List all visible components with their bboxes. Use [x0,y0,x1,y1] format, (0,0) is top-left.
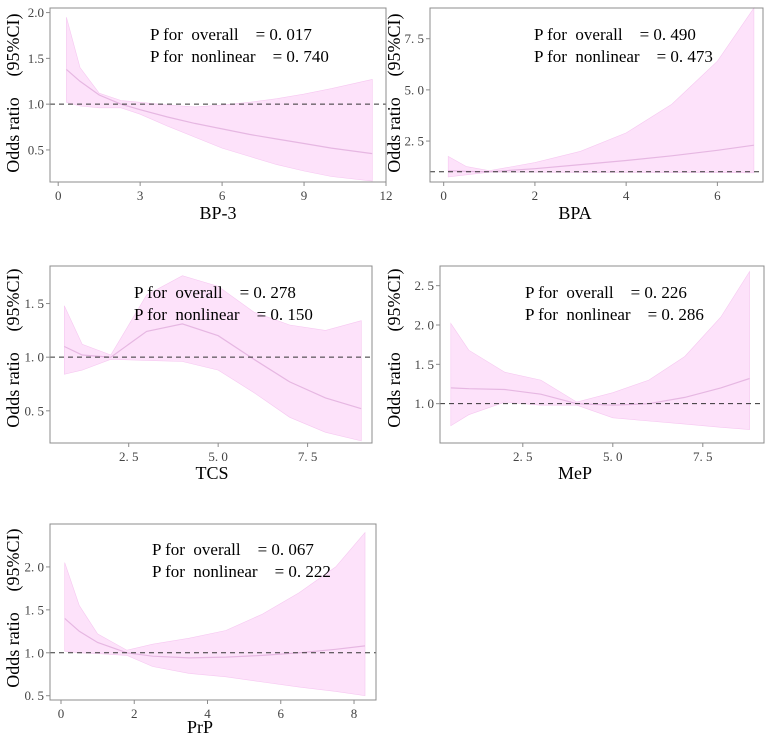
panel-bp3-ytick-label: 2.0 [28,5,44,20]
panel-mep-frame [439,265,765,444]
panel-bpa: (95%CI) Odds ratio BPA P for overall = 0… [384,7,764,223]
panel-tcs-ylabel: Odds ratio [3,352,23,428]
panel-bpa-xtick-label: 2 [532,188,539,203]
panel-tcs-xtick-label: 2. 5 [119,449,139,464]
panel-prp-xtick-label: 8 [351,706,358,721]
panel-bp3-xtick-label: 9 [301,188,308,203]
panel-bp3: (95%CI) Odds ratio BP-3 P for overall = … [3,5,393,223]
panel-prp-ytick-label: 1. 0 [25,645,45,660]
panel-bpa-xtick-label: 0 [440,188,447,203]
panel-bp3-xtick-label: 12 [380,188,393,203]
panel-tcs-xtick-label: 7. 5 [298,449,318,464]
panel-bp3-xtick-label: 0 [55,188,62,203]
panel-bpa-ytick-label: 7. 5 [405,31,425,46]
panel-bpa-ylabel: Odds ratio [384,97,404,173]
panel-tcs-p-nonlinear: P for nonlinear = 0. 150 [134,305,313,324]
panel-prp-ylabel: Odds ratio [3,612,23,688]
panel-prp-xtick-label: 6 [278,706,285,721]
panel-tcs-ytick-label: 0. 5 [25,403,45,418]
panel-prp-p-nonlinear: P for nonlinear = 0. 222 [152,562,331,581]
panel-prp-ytick-label: 2. 0 [25,559,45,574]
panel-mep-ci-band [450,270,750,430]
panel-bpa-ytick-label: 5. 0 [405,82,425,97]
panel-mep-or-line [450,377,750,406]
panel-tcs: (95%CI) Odds ratio TCS P for overall = 0… [3,265,373,483]
panel-bp3-xtick-label: 3 [137,188,144,203]
panel-bp3-xtick-label: 6 [219,188,226,203]
panel-bp3-ylabel: Odds ratio [3,97,23,173]
panel-bp3-ytick-label: 0.5 [28,142,44,157]
panel-tcs-or-line [64,323,362,410]
panel-prp-ytick-label: 0. 5 [25,688,45,703]
panel-prp-xtick-label: 0 [58,706,65,721]
panel-mep-ytick-label: 1. 5 [415,357,435,372]
panel-bpa-p-nonlinear: P for nonlinear = 0. 473 [534,47,713,66]
panel-tcs-xlabel: TCS [195,463,228,483]
panel-prp-p-overall: P for overall = 0. 067 [152,540,314,559]
panel-bp3-ci-band [66,17,373,182]
panel-tcs-ytick-label: 1. 0 [25,350,45,365]
panel-prp-ylabel-ci: (95%CI) [3,529,24,592]
panel-bp3-frame [49,7,387,183]
panel-bpa-ytick-label: 2. 5 [405,134,425,149]
panel-bpa-frame [429,7,764,183]
panel-prp-xtick-label: 2 [131,706,138,721]
panel-mep-ytick-label: 2. 0 [415,318,435,333]
panel-bp3-or-line [66,68,373,155]
panel-bpa-xtick-label: 6 [714,188,721,203]
panel-mep-xtick-label: 7. 5 [693,449,713,464]
panel-mep-xlabel: MeP [558,463,592,483]
panel-prp-xtick-label: 4 [204,706,211,721]
panel-bpa-p-overall: P for overall = 0. 490 [534,25,696,44]
panel-bp3-ylabel-ci: (95%CI) [3,14,24,77]
panel-prp-ytick-label: 1. 5 [25,602,45,617]
panel-bpa-or-line [448,144,754,173]
panel-mep-xtick-label: 2. 5 [513,449,533,464]
panel-bp3-xlabel: BP-3 [199,203,236,223]
panel-bp3-p-overall: P for overall = 0. 017 [150,25,312,44]
panel-mep-xtick-label: 5. 0 [603,449,623,464]
panel-bp3-p-nonlinear: P for nonlinear = 0. 740 [150,47,329,66]
panel-mep: (95%CI) Odds ratio MeP P for overall = 0… [384,265,765,483]
panel-bp3-ytick-label: 1.0 [28,97,44,112]
panel-tcs-ylabel-ci: (95%CI) [3,269,24,332]
panel-mep-ytick-label: 2. 5 [415,278,435,293]
panel-mep-ytick-label: 1. 0 [415,396,435,411]
panel-bpa-xlabel: BPA [558,203,591,223]
panel-mep-p-nonlinear: P for nonlinear = 0. 286 [525,305,704,324]
panel-tcs-ytick-label: 1. 5 [25,296,45,311]
panel-tcs-frame [49,265,373,444]
panel-tcs-xtick-label: 5. 0 [208,449,228,464]
panel-bpa-ylabel-ci: (95%CI) [384,14,405,77]
panel-mep-ylabel: Odds ratio [384,352,404,428]
panel-bp3-ytick-label: 1.5 [28,51,44,66]
panel-bpa-xtick-label: 4 [623,188,630,203]
panel-tcs-p-overall: P for overall = 0. 278 [134,283,296,302]
panel-tcs-ci-band [64,275,362,442]
panel-prp-or-line [64,617,366,659]
panel-prp-frame [49,523,377,701]
panel-mep-ylabel-ci: (95%CI) [384,269,405,332]
panel-mep-p-overall: P for overall = 0. 226 [525,283,687,302]
panel-prp-xlabel: PrP [187,717,213,737]
panel-prp: (95%CI) Odds ratio PrP P for overall = 0… [3,523,377,737]
